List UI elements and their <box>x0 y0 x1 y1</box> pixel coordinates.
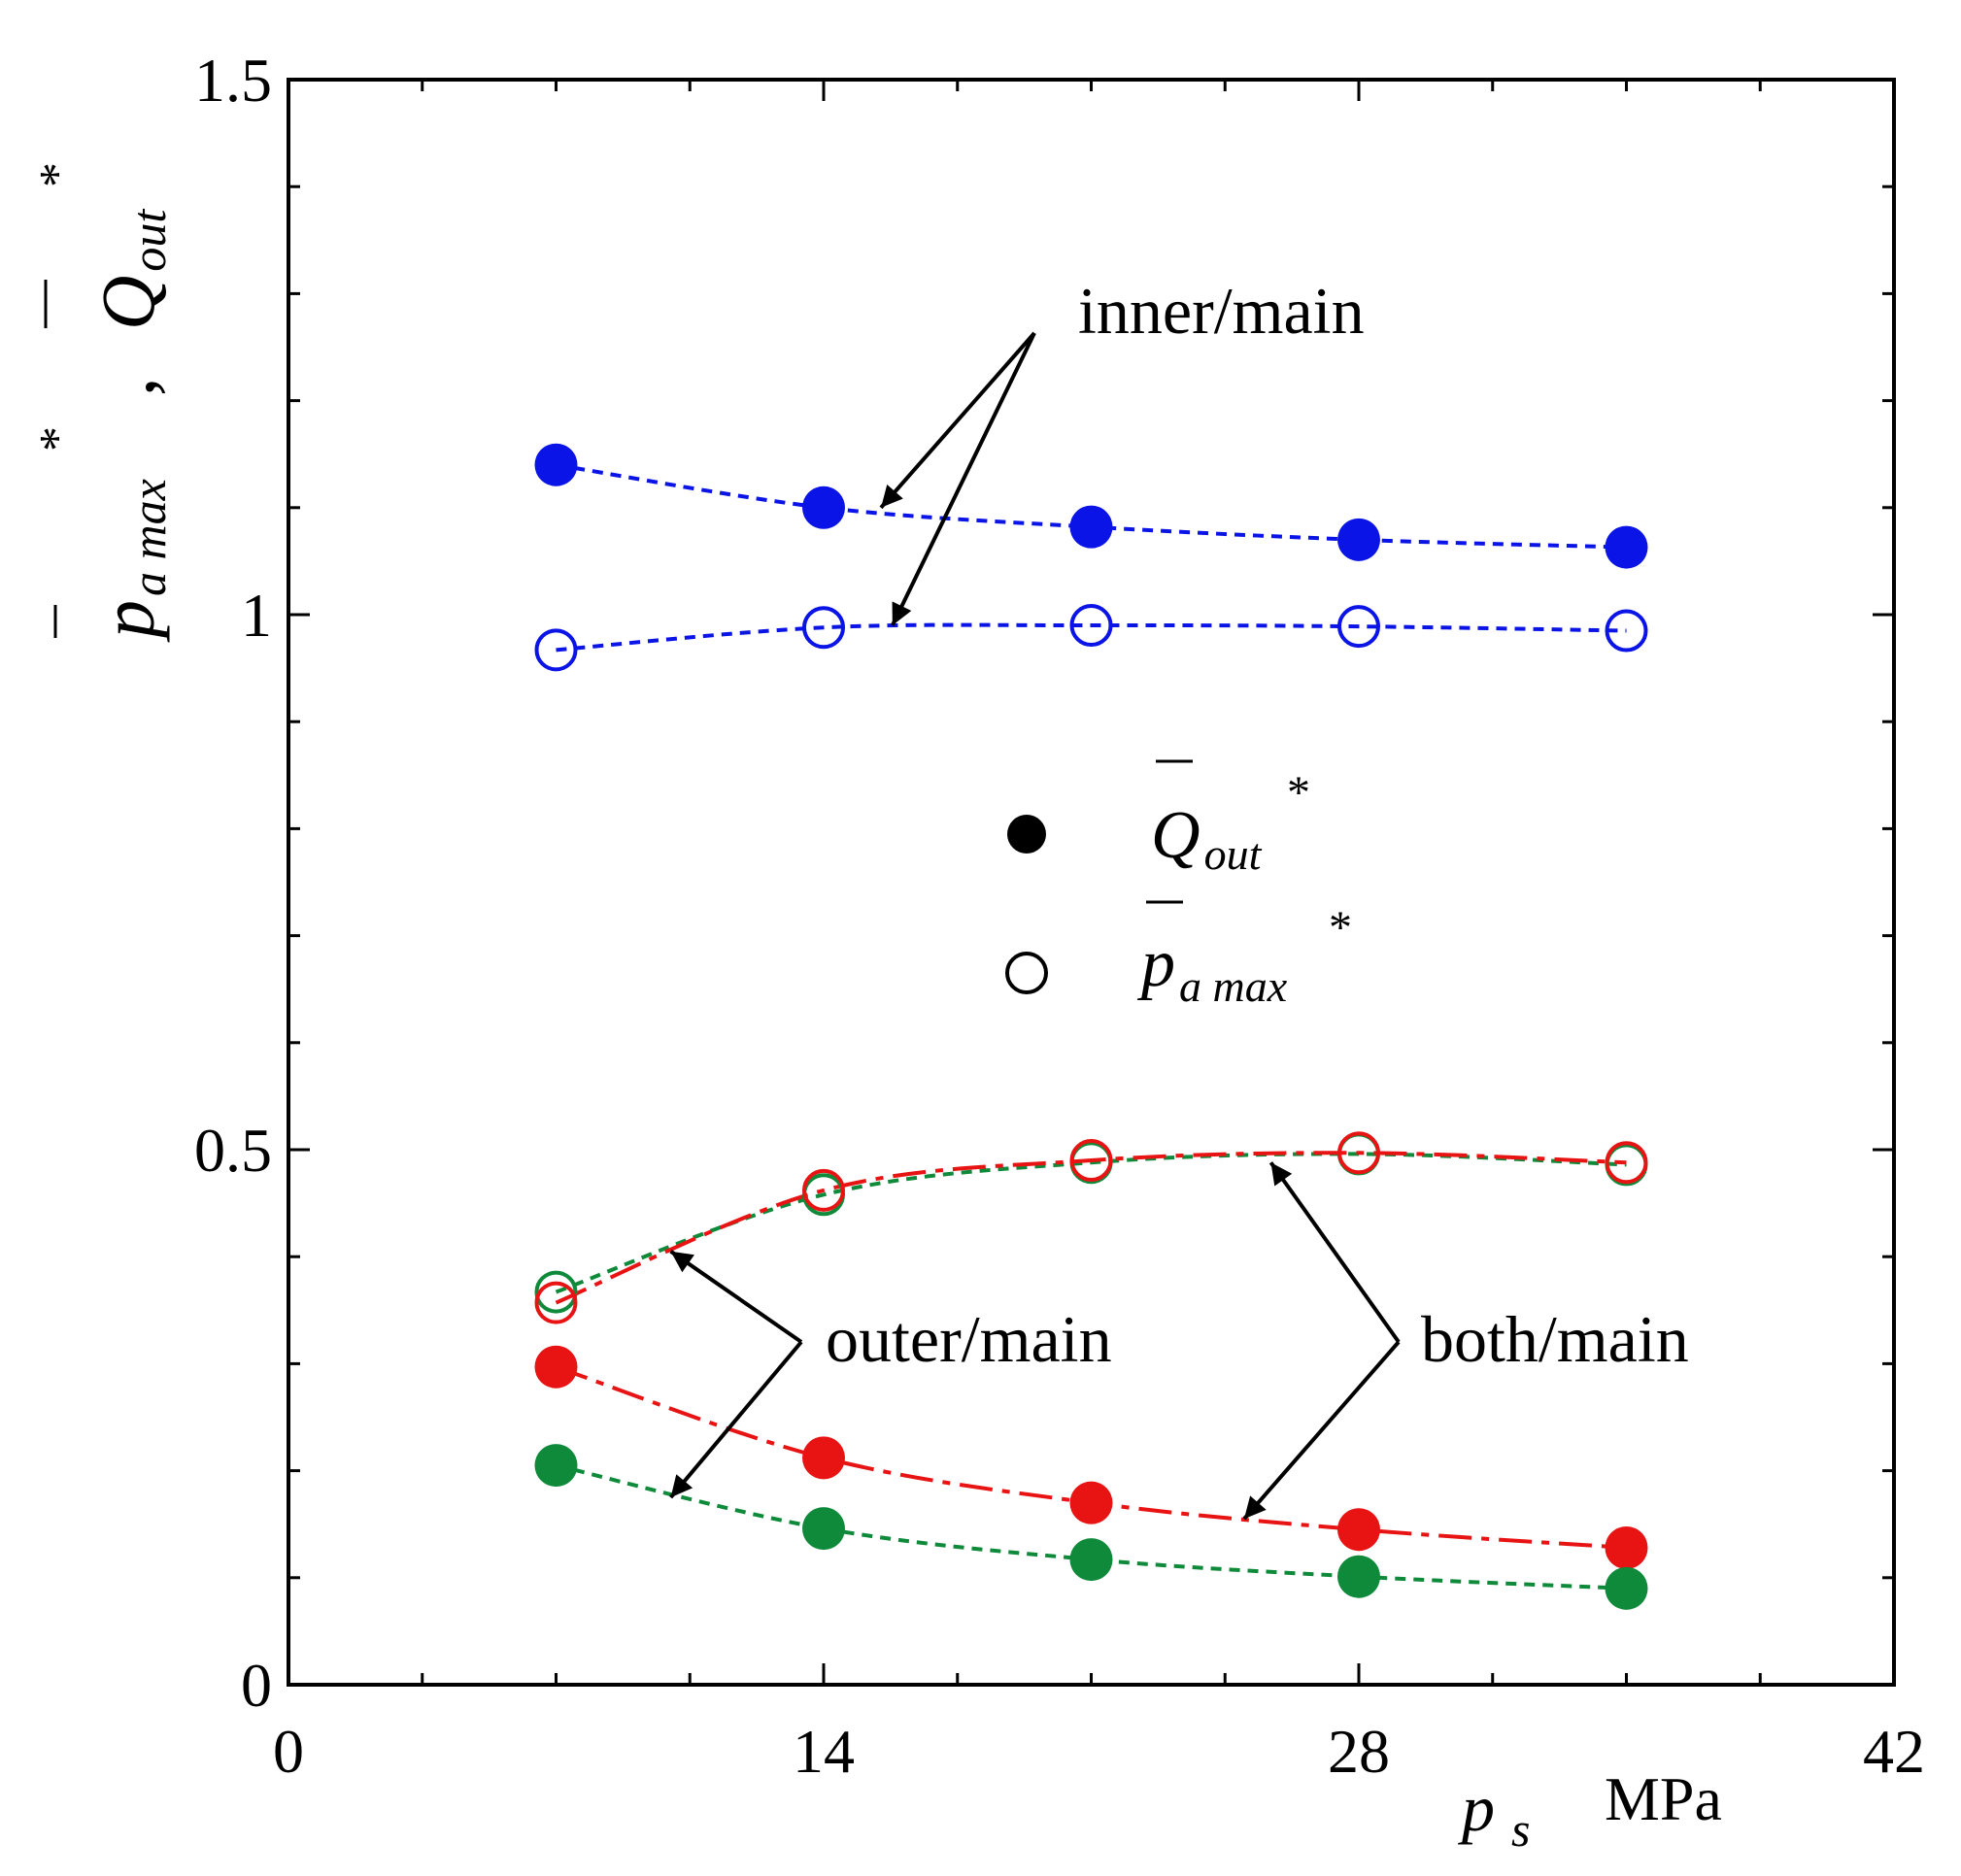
data-point <box>802 606 845 650</box>
data-point <box>534 1444 578 1488</box>
x-axis-symbol-base: p <box>1458 1771 1495 1845</box>
annotation-arrow <box>879 331 1036 510</box>
data-point <box>534 443 578 486</box>
x-axis-unit: MPa <box>1605 1764 1722 1833</box>
y-label-p: p a max <box>85 479 176 643</box>
legend-p-sup: * <box>1329 902 1352 954</box>
data-point <box>1337 1508 1380 1552</box>
legend-p-label: p a max <box>1136 926 1288 1011</box>
y-label-q-sub: out <box>121 209 176 272</box>
y-tick-label: 0.5 <box>194 1116 272 1185</box>
annotation-outer-main: outer/main <box>826 1302 1112 1376</box>
data-point <box>802 486 845 529</box>
annotation-arrows <box>669 331 1401 1521</box>
annotation-arrow <box>891 332 1036 626</box>
y-label-q-sup: * <box>30 162 85 187</box>
y-label-p-sup: * <box>30 426 85 452</box>
data-point <box>1605 609 1648 653</box>
legend: Q out * p a max * <box>1005 759 1352 1011</box>
data-point <box>1605 1141 1648 1185</box>
x-axis-symbol-sub: s <box>1511 1802 1530 1857</box>
y-tick-label: 0 <box>241 1651 272 1720</box>
legend-q-sup: * <box>1287 767 1310 819</box>
data-point <box>1337 1131 1380 1175</box>
y-label-p-sub: a max <box>121 479 176 596</box>
y-label-q: Q out <box>85 209 176 330</box>
data-point <box>1069 505 1113 549</box>
data-point <box>802 1507 845 1551</box>
series-line-3 <box>555 1151 1627 1305</box>
series-line-2 <box>555 1152 1627 1294</box>
legend-q-sub: out <box>1204 829 1263 879</box>
data-point <box>802 1168 845 1212</box>
data-point <box>1605 525 1648 569</box>
annotation-arrow <box>1242 1340 1401 1521</box>
data-point <box>802 1436 845 1480</box>
series-points <box>534 443 1648 1610</box>
data-point <box>1069 604 1113 648</box>
y-tick-label: 1 <box>241 581 272 650</box>
y-label-q-base: Q <box>85 276 170 330</box>
x-tick-label: 28 <box>1328 1717 1390 1786</box>
annotation-arrow <box>1268 1161 1401 1344</box>
plot-frame <box>287 78 1896 1687</box>
x-tick-label: 0 <box>273 1717 304 1786</box>
data-point <box>1605 1566 1648 1610</box>
y-tick-label: 1.5 <box>194 46 272 115</box>
legend-open-marker <box>1005 952 1048 994</box>
legend-q-label: Q out <box>1151 798 1263 879</box>
annotation-inner-main: inner/main <box>1078 274 1365 348</box>
series-line-1 <box>556 622 1627 653</box>
legend-filled-marker <box>1007 815 1046 854</box>
x-tick-label: 42 <box>1863 1717 1925 1786</box>
annotation-arrow <box>669 1250 803 1344</box>
data-point <box>1337 518 1380 561</box>
data-point <box>1069 1139 1113 1183</box>
x-tick-label: 14 <box>793 1717 855 1786</box>
y-label-separator: , <box>85 378 170 397</box>
annotation-both-main: both/main <box>1421 1302 1689 1376</box>
data-point <box>1069 1481 1113 1524</box>
series-lines <box>555 462 1627 1591</box>
legend-q-base: Q <box>1151 798 1200 873</box>
data-point <box>1605 1525 1648 1569</box>
data-point <box>1337 1555 1380 1598</box>
data-point <box>534 1270 578 1314</box>
data-point <box>534 1281 578 1324</box>
annotation-arrow <box>669 1340 803 1499</box>
y-tick-labels: 0 0.5 1 1.5 <box>194 46 272 1720</box>
data-point <box>534 1345 578 1389</box>
legend-p-sub: a max <box>1179 961 1288 1011</box>
data-point <box>1337 605 1380 649</box>
x-tick-labels: 0 14 28 42 <box>273 1717 1925 1786</box>
y-axis-label: p a max * , Q out * <box>30 162 176 643</box>
legend-p-base: p <box>1136 926 1175 1001</box>
data-point <box>1069 1538 1113 1582</box>
x-axis-symbol: p s <box>1458 1771 1530 1857</box>
x-axis-label: p s MPa <box>1458 1764 1722 1857</box>
data-point <box>534 628 578 672</box>
y-label-p-base: p <box>85 600 170 643</box>
annotations: inner/main outer/main both/main <box>669 274 1689 1521</box>
